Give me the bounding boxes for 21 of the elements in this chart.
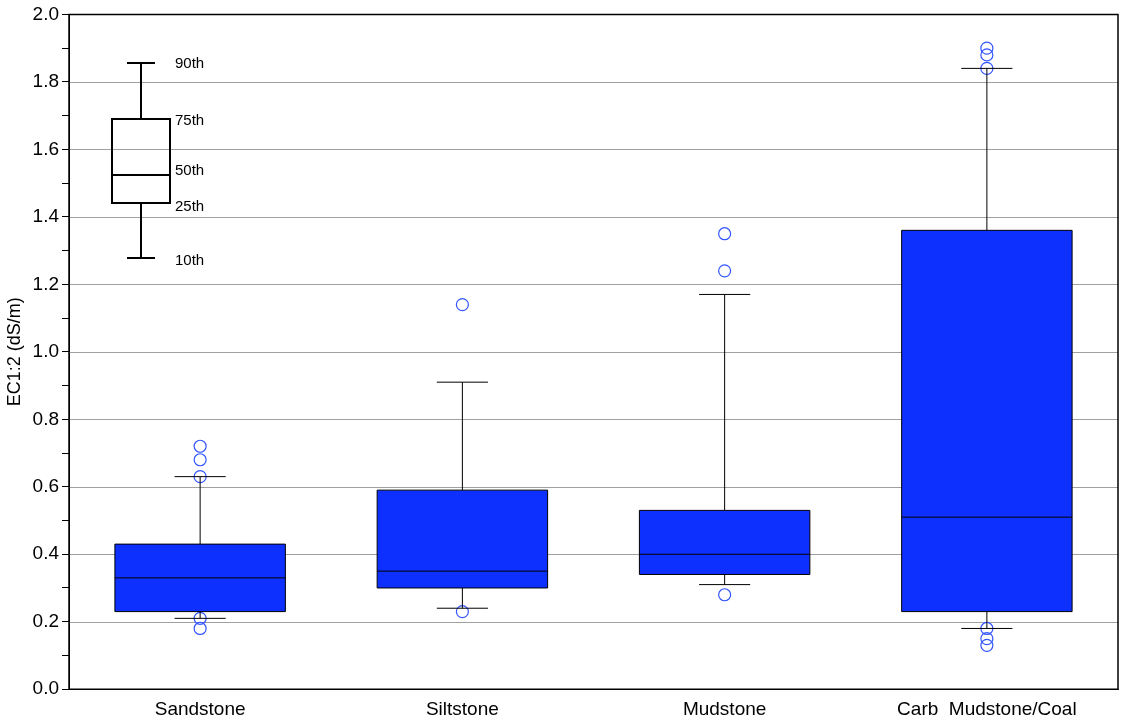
annotation: 25th [175,196,205,214]
y-tick-label: 0.4 [32,542,60,564]
annotation: 75th [175,110,205,128]
y-tick-label: 2.0 [32,2,60,24]
x-tick-label: Sandstone [154,697,246,719]
y-tick-label: 1.6 [32,137,60,159]
y-tick-label: 0.6 [32,474,60,496]
y-tick-label: 0.8 [32,407,60,429]
y-tick-label: 1.4 [32,205,60,227]
y-tick-label: 1.0 [32,340,60,362]
x-tick-label: Siltstone [425,697,499,719]
y-tick-label: 1.2 [32,272,60,294]
y-tick-label: 0.2 [32,609,60,631]
x-tick-label: Mudstone [682,697,767,719]
annotation: 50th [175,160,205,178]
y-tick-label: 0.0 [32,677,60,699]
y-axis-title: EC1:2 (dS/m) [3,297,24,407]
x-tick-label: Carb Mudstone/Coal [897,697,1077,719]
annotation: 90th [175,53,205,71]
y-tick-label: 1.8 [32,70,60,92]
annotation: 10th [175,250,205,268]
